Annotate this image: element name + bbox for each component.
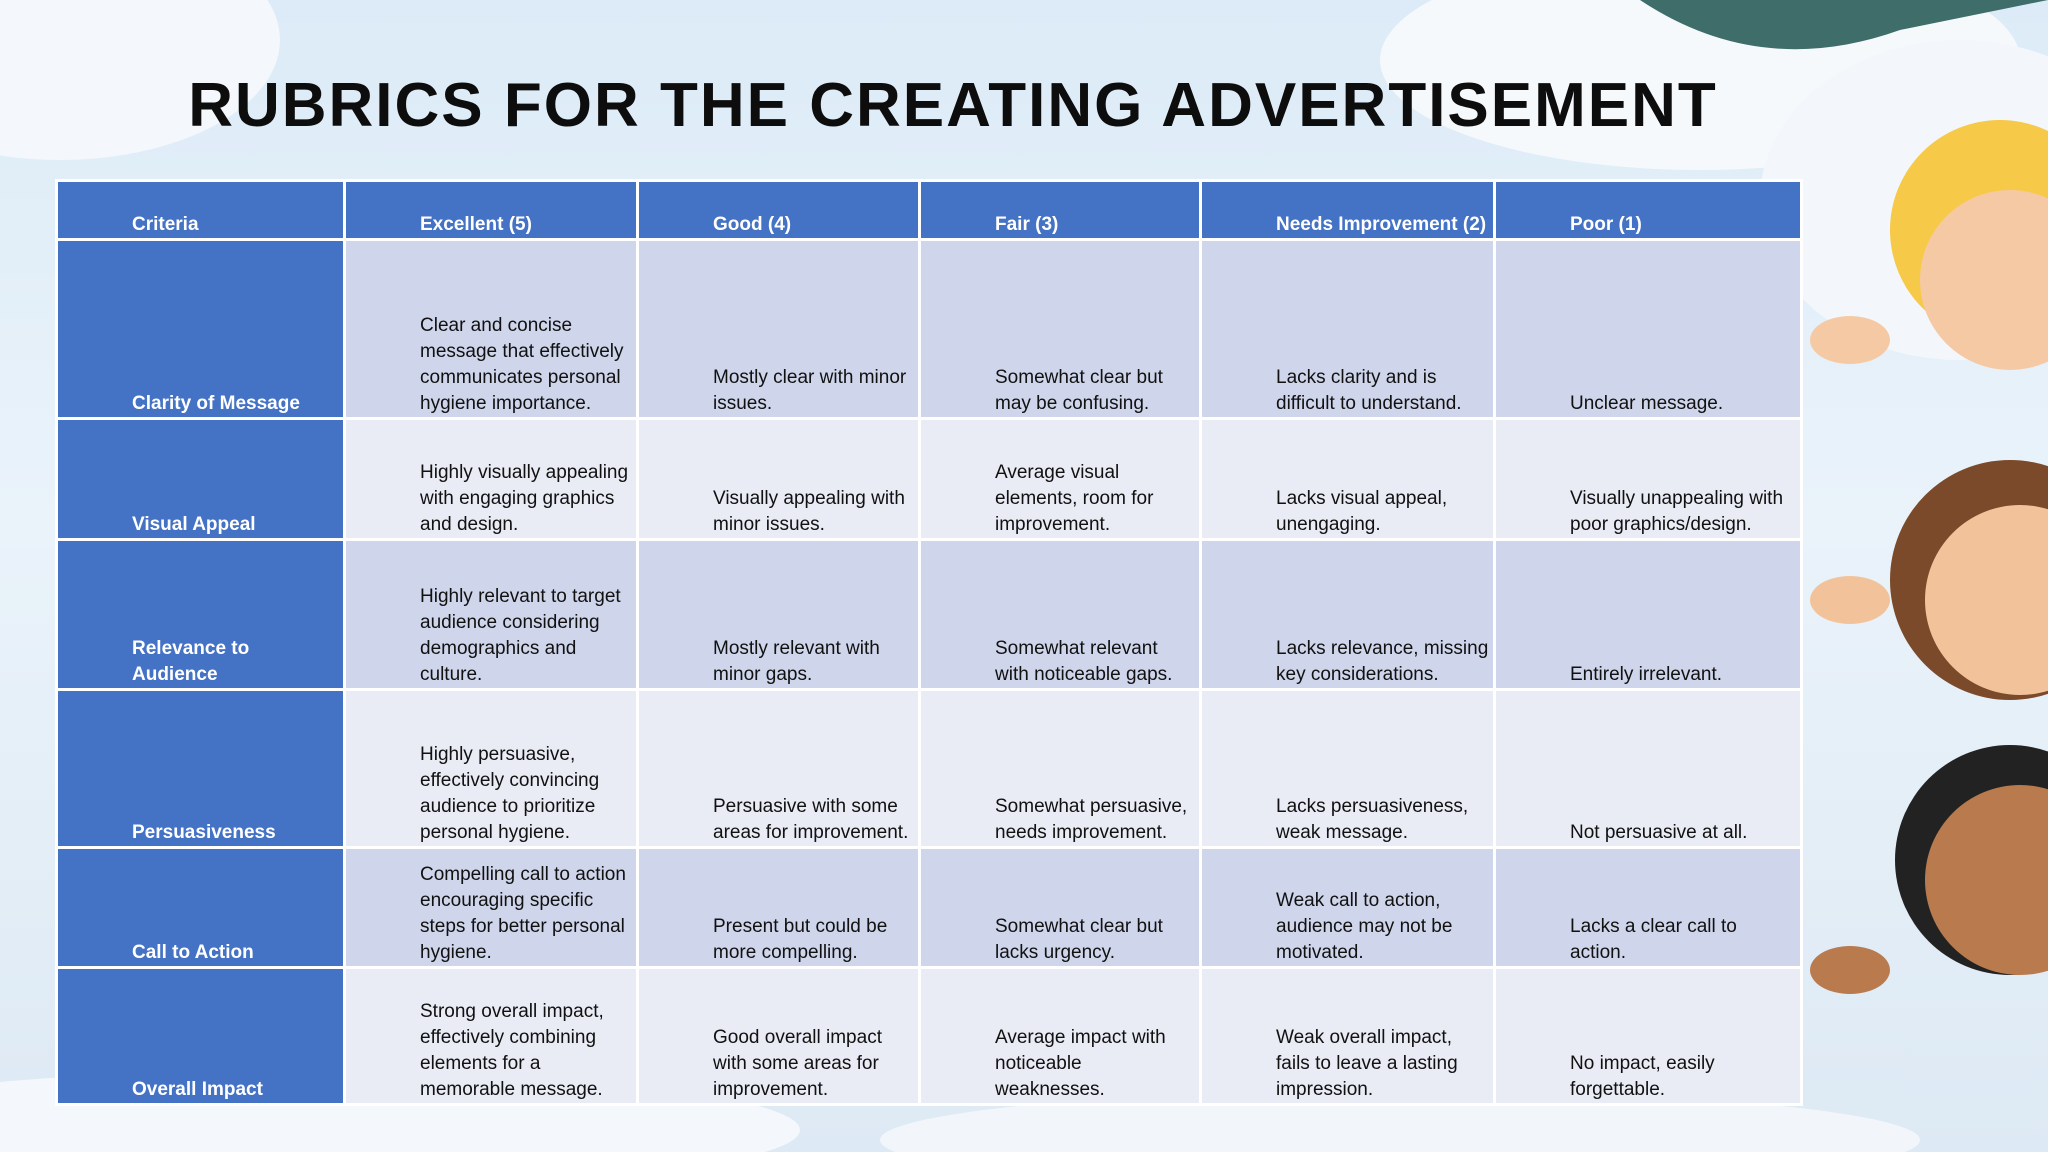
header-row: Criteria Excellent (5) Good (4) Fair (3) Nee… <box>55 179 1803 241</box>
rubric-cell: Lacks clarity and is difficult to unders… <box>1199 238 1496 420</box>
table-row: Overall Impact Strong overall impact, eff… <box>55 966 1803 1106</box>
table-row: Call to Action Compelling call to action … <box>55 846 1803 969</box>
header-cell: Good (4) <box>636 179 921 241</box>
rubric-cell: Unclear message. <box>1493 238 1803 420</box>
child-face <box>1925 505 2048 695</box>
rubric-table: Criteria Excellent (5) Good (4) Fair (3) Nee… <box>55 179 1803 1106</box>
rubric-cell: Mostly relevant with minor gaps. <box>636 538 921 691</box>
child-hand <box>1810 576 1890 624</box>
rubric-cell: Lacks a clear call to action. <box>1493 846 1803 969</box>
child-face <box>1920 190 2048 370</box>
rubric-cell: Persuasive with some areas for improveme… <box>636 688 921 849</box>
rubric-cell: Weak call to action, audience may not be… <box>1199 846 1496 969</box>
rubric-cell: Somewhat relevant with noticeable gaps. <box>918 538 1202 691</box>
child-hand <box>1810 946 1890 994</box>
criteria-cell: Visual Appeal <box>55 417 346 541</box>
table-row: Clarity of Message Clear and concise mess… <box>55 238 1803 420</box>
header-cell: Fair (3) <box>918 179 1202 241</box>
tree <box>1640 0 2048 50</box>
rubric-cell: Not persuasive at all. <box>1493 688 1803 849</box>
rubric-cell: Visually appealing with minor issues. <box>636 417 921 541</box>
table-row: Visual Appeal Highly visually appealing w… <box>55 417 1803 541</box>
rubric-cell: Highly visually appealing with engaging … <box>343 417 639 541</box>
header-cell: Excellent (5) <box>343 179 639 241</box>
rubric-cell: Mostly clear with minor issues. <box>636 238 921 420</box>
table-row: Relevance to Audience Highly relevant to … <box>55 538 1803 691</box>
header-cell: Criteria <box>55 179 346 241</box>
header-cell: Needs Improvement (2) <box>1199 179 1496 241</box>
table-row: Persuasiveness Highly persuasive, effecti… <box>55 688 1803 849</box>
cloud <box>0 0 280 160</box>
rubric-cell: Weak overall impact, fails to leave a la… <box>1199 966 1496 1106</box>
rubric-cell: Average impact with noticeable weaknesse… <box>918 966 1202 1106</box>
rubric-cell: Visually unappealing with poor graphics/… <box>1493 417 1803 541</box>
rubric-cell: Highly relevant to target audience consi… <box>343 538 639 691</box>
header-cell: Poor (1) <box>1493 179 1803 241</box>
rubric-cell: Good overall impact with some areas for … <box>636 966 921 1106</box>
cloud <box>880 1090 1920 1152</box>
rubric-cell: Present but could be more compelling. <box>636 846 921 969</box>
rubric-cell: Lacks visual appeal, unengaging. <box>1199 417 1496 541</box>
criteria-cell: Clarity of Message <box>55 238 346 420</box>
criteria-cell: Call to Action <box>55 846 346 969</box>
rubric-cell: Somewhat persuasive, needs improvement. <box>918 688 1202 849</box>
rubric-cell: Entirely irrelevant. <box>1493 538 1803 691</box>
child-face <box>1925 785 2048 975</box>
rubric-cell: Lacks relevance, missing key considerati… <box>1199 538 1496 691</box>
rubric-cell: Compelling call to action encouraging sp… <box>343 846 639 969</box>
title: RUBRICS FOR THE CREATING ADVERTISEMENT <box>188 71 1718 140</box>
child-hand <box>1810 316 1890 364</box>
rubric-cell: Highly persuasive, effectively convincin… <box>343 688 639 849</box>
rubric-cell: Clear and concise message that effective… <box>343 238 639 420</box>
rubric-cell: No impact, easily forgettable. <box>1493 966 1803 1106</box>
rubric-cell: Somewhat clear but may be confusing. <box>918 238 1202 420</box>
rubric-cell: Lacks persuasiveness, weak message. <box>1199 688 1496 849</box>
rubric-cell: Strong overall impact, effectively combi… <box>343 966 639 1106</box>
criteria-cell: Persuasiveness <box>55 688 346 849</box>
rubric-cell: Average visual elements, room for improv… <box>918 417 1202 541</box>
rubric-cell: Somewhat clear but lacks urgency. <box>918 846 1202 969</box>
criteria-cell: Overall Impact <box>55 966 346 1106</box>
criteria-cell: Relevance to Audience <box>55 538 346 691</box>
